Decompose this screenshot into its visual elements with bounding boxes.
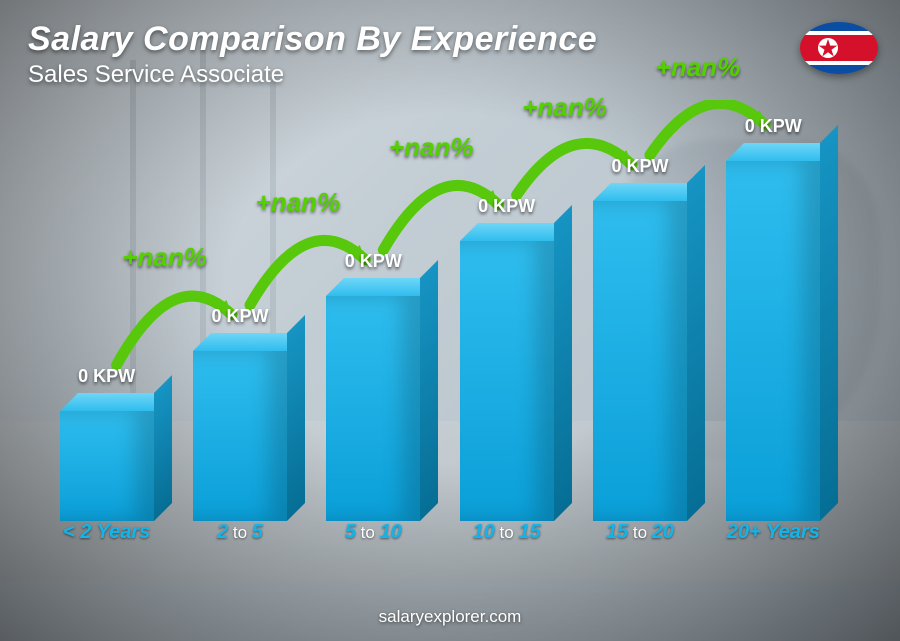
x-axis-category: 5 to 10 — [307, 521, 440, 551]
arrow-delta-label: +nan% — [656, 52, 741, 83]
bar-column: 0 KPW — [307, 296, 440, 521]
x-axis-row: < 2 Years2 to 55 to 1010 to 1515 to 2020… — [40, 521, 840, 551]
chart-area: 0 KPW0 KPW0 KPW0 KPW0 KPW0 KPW < 2 Years… — [40, 100, 840, 551]
title-block: Salary Comparison By Experience Sales Se… — [28, 20, 597, 89]
chart-stage: Salary Comparison By Experience Sales Se… — [0, 0, 900, 641]
bar-column: 0 KPW — [707, 161, 840, 521]
bar-value-label: 0 KPW — [303, 251, 443, 272]
bar — [193, 351, 287, 521]
bar — [593, 201, 687, 521]
bar-column: 0 KPW — [40, 411, 173, 521]
x-axis-category: 2 to 5 — [173, 521, 306, 551]
chart-subtitle: Sales Service Associate — [28, 61, 597, 89]
bar — [460, 241, 554, 521]
bar-value-label: 0 KPW — [703, 116, 843, 137]
x-axis-category: 20+ Years — [707, 521, 840, 551]
chart-title: Salary Comparison By Experience — [28, 20, 597, 59]
x-axis-category: 10 to 15 — [440, 521, 573, 551]
x-axis-category: < 2 Years — [40, 521, 173, 551]
bar — [326, 296, 420, 521]
bar-value-label: 0 KPW — [37, 366, 177, 387]
bar-column: 0 KPW — [440, 241, 573, 521]
bars-row: 0 KPW0 KPW0 KPW0 KPW0 KPW0 KPW — [40, 100, 840, 521]
bar — [726, 161, 820, 521]
bar-column: 0 KPW — [573, 201, 706, 521]
bar — [60, 411, 154, 521]
x-axis-category: 15 to 20 — [573, 521, 706, 551]
north-korea-flag-icon — [800, 22, 878, 74]
arrow-delta-label: +nan% — [256, 187, 341, 218]
arrow-delta-label: +nan% — [389, 132, 474, 163]
bar-column: 0 KPW — [173, 351, 306, 521]
arrow-delta-label: +nan% — [522, 92, 607, 123]
footer-attribution: salaryexplorer.com — [0, 607, 900, 627]
arrow-delta-label: +nan% — [122, 242, 207, 273]
bar-value-label: 0 KPW — [437, 196, 577, 217]
bar-value-label: 0 KPW — [170, 306, 310, 327]
bar-value-label: 0 KPW — [570, 156, 710, 177]
